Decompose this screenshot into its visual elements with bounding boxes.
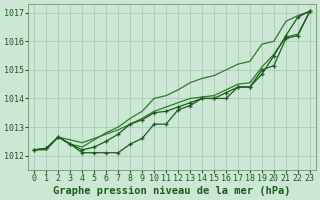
X-axis label: Graphe pression niveau de la mer (hPa): Graphe pression niveau de la mer (hPa) <box>53 186 291 196</box>
